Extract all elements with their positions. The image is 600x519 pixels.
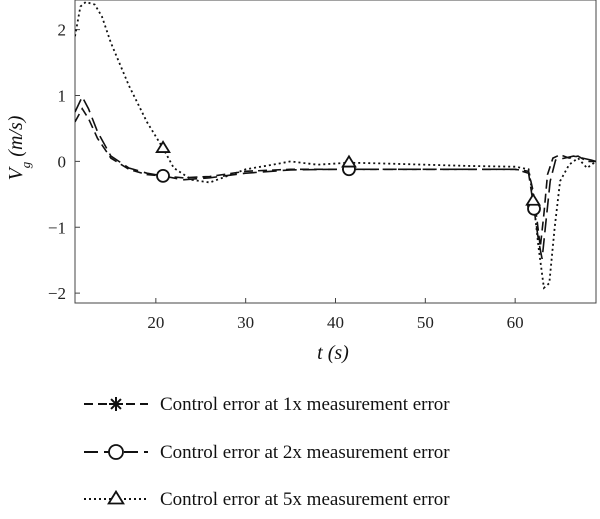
series-line-3: [75, 1, 596, 290]
triangle-marker: [341, 154, 357, 168]
y-tick-label: 0: [58, 152, 67, 171]
legend-label: Control error at 2x measurement error: [160, 442, 450, 463]
x-tick-label: 40: [327, 313, 344, 332]
y-tick-label: −1: [48, 218, 66, 237]
legend-item: Control error at 1x measurement error: [84, 394, 450, 415]
series-line-1: [75, 107, 596, 248]
x-tick-label: 20: [147, 313, 164, 332]
x-tick-label: 50: [417, 313, 434, 332]
circle-marker: [108, 444, 124, 460]
circle-marker: [156, 168, 170, 183]
x-tick-label: 60: [507, 313, 524, 332]
legend-label: Control error at 1x measurement error: [160, 394, 450, 415]
triangle-marker: [107, 489, 125, 505]
asterisk-marker: [109, 397, 123, 411]
x-axis-label: t (s): [317, 342, 349, 364]
plot-frame: [74, 0, 597, 304]
legend-label: Control error at 5x measurement error: [160, 489, 450, 510]
y-axis-label: Vg (m/s): [5, 115, 33, 180]
x-ticks: 20 30 40 50 60: [147, 298, 524, 332]
legend: Control error at 1x measurement error Con…: [84, 394, 450, 510]
x-tick-label: 30: [237, 313, 254, 332]
triangle-marker: [525, 192, 542, 206]
y-tick-label: 1: [58, 87, 67, 106]
series-line-2: [75, 95, 596, 260]
y-tick-label: −2: [48, 284, 66, 303]
legend-item: Control error at 5x measurement error: [84, 489, 450, 510]
series-markers: [155, 140, 542, 216]
triangle-marker: [155, 140, 171, 153]
series-lines: [75, 1, 596, 290]
y-tick-label: 2: [58, 21, 67, 40]
legend-item: Control error at 2x measurement error: [84, 442, 450, 463]
